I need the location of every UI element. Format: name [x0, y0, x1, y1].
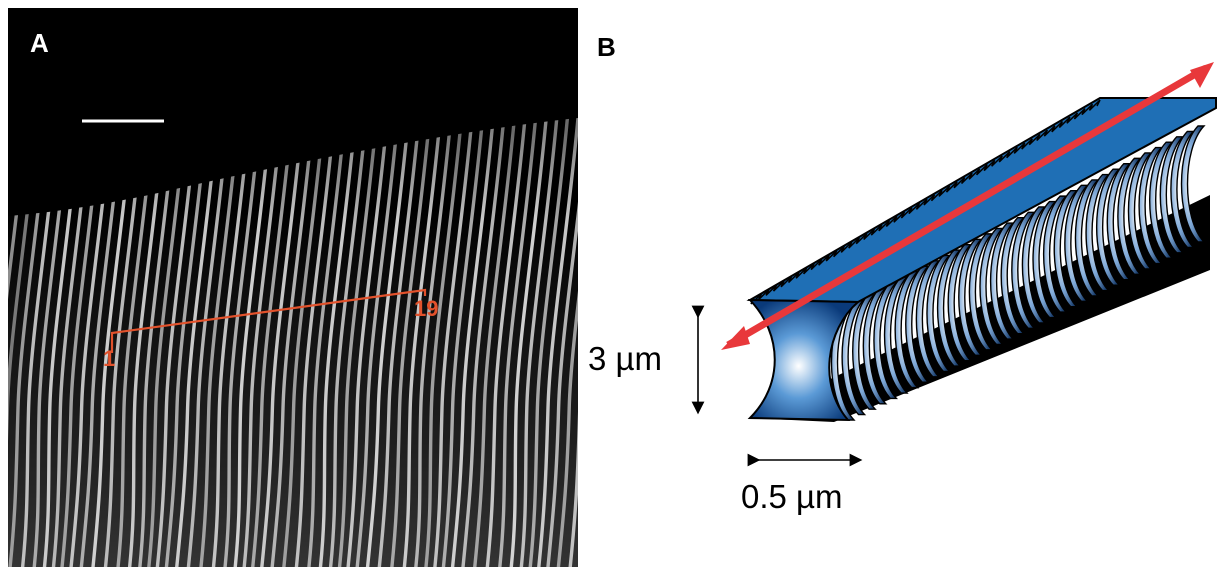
- ridge-disk: [1148, 141, 1174, 259]
- ridge-disk: [1138, 146, 1164, 265]
- micrograph-panel: [8, 8, 578, 567]
- panel-a-label: A: [30, 28, 49, 58]
- ridge-disk: [1117, 157, 1142, 276]
- measurement-line: [110, 288, 427, 353]
- ridge-disk: [1106, 163, 1132, 281]
- ridge-disk: [1170, 130, 1196, 249]
- ridge-disk: [926, 254, 952, 373]
- ridge-disk: [852, 292, 877, 410]
- myofibril-schematic: [691, 62, 1217, 467]
- ridge-disk: [1127, 152, 1153, 270]
- ridge-disk: [1032, 200, 1058, 319]
- width-dimension-label: 0.5 µm: [741, 478, 843, 515]
- ridge-disk: [1042, 195, 1068, 313]
- ridge-disk: [968, 233, 994, 351]
- ridge-disk: [1021, 206, 1047, 324]
- ridge-disk: [958, 238, 983, 356]
- ridge-disk: [1180, 125, 1206, 243]
- axis-arrow: [726, 64, 1208, 349]
- ridge-disk: [1159, 136, 1185, 254]
- panel-b-label: B: [597, 32, 616, 62]
- ridge-disk: [1064, 184, 1089, 303]
- side-ridges: [830, 125, 1206, 421]
- ridge-disk: [862, 287, 888, 405]
- ridge-disk: [915, 260, 941, 378]
- ridge-disk: [1053, 190, 1079, 308]
- serration-edge: [750, 99, 1101, 305]
- ridge-disk: [979, 227, 1005, 346]
- schematic-panel: [578, 0, 1217, 567]
- axis-arrow-head: [1190, 62, 1214, 88]
- ridge-disk: [1095, 168, 1121, 286]
- ridge-disk: [1000, 216, 1026, 335]
- ridge-disk: [1074, 179, 1100, 297]
- ridge-disk: [841, 297, 867, 416]
- ridge-disk: [936, 249, 962, 367]
- micrograph-image: [8, 8, 578, 567]
- ridge-disk: [905, 265, 930, 383]
- top-edge-serration: [750, 99, 1101, 305]
- ridge-disk: [1085, 173, 1111, 292]
- ridge-disk: [894, 270, 920, 389]
- ridge-disk: [883, 276, 909, 394]
- ridge-disk: [989, 222, 1015, 340]
- height-dimension-label: 3 µm: [588, 340, 663, 377]
- end-face: [747, 298, 861, 422]
- ridge-disk: [947, 243, 973, 362]
- sarcomere-marker-start: 1: [103, 346, 116, 371]
- ridge-disk: [1011, 211, 1036, 330]
- sarcomere-marker-end: 19: [414, 296, 439, 321]
- axis-arrow-tail-head: [721, 326, 750, 350]
- ridge-disk: [873, 281, 899, 400]
